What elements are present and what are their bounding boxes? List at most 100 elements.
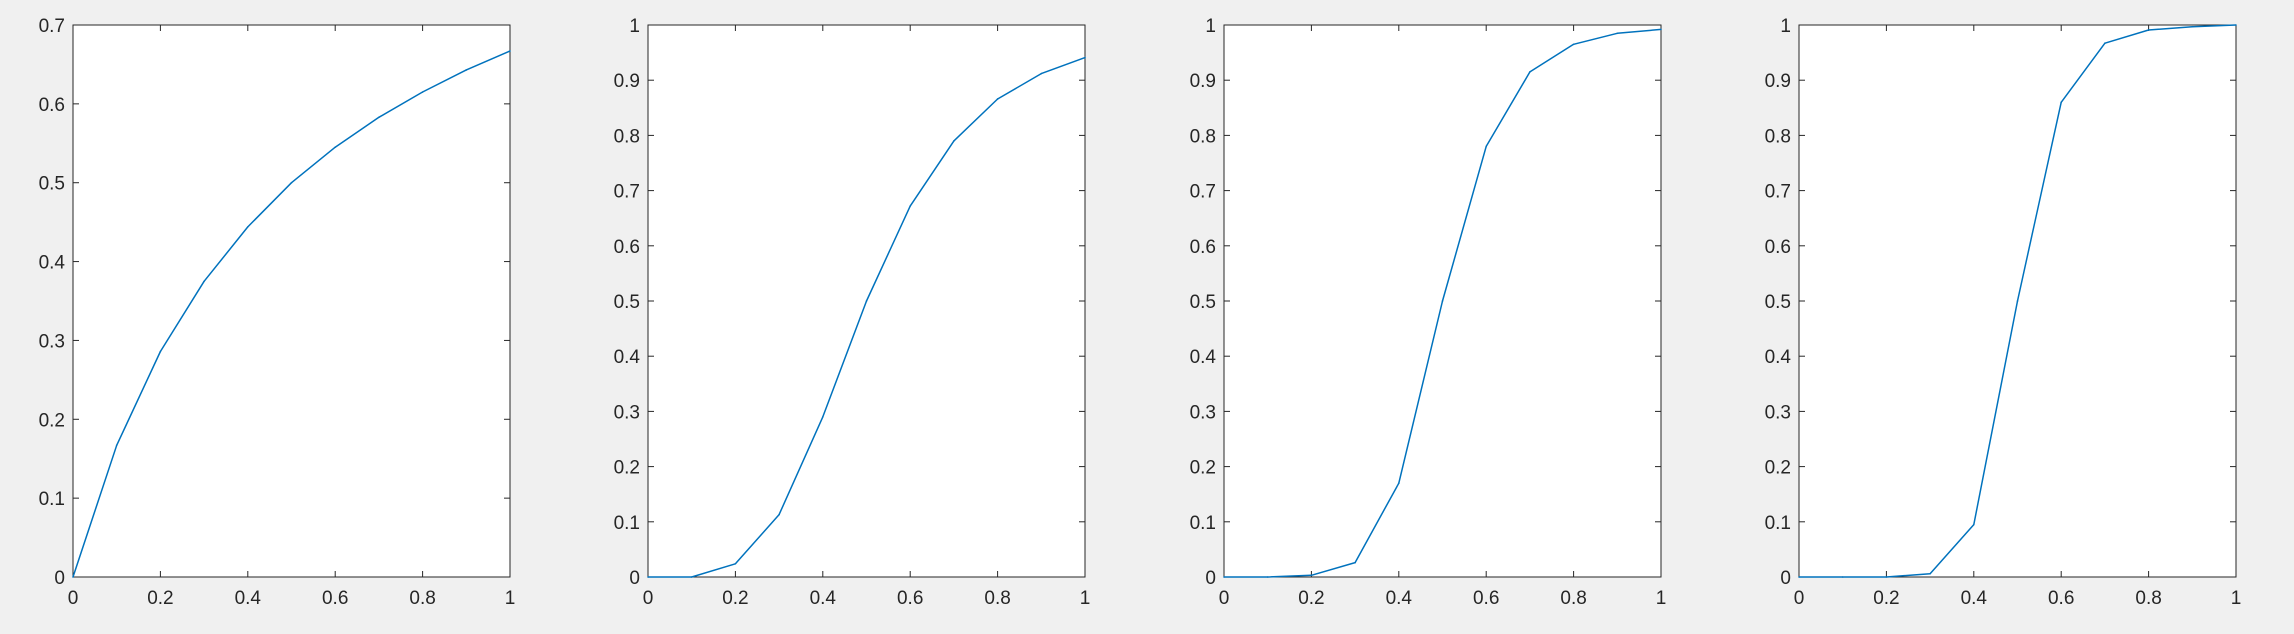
x-tick-label: 0.4 [1386,588,1413,609]
chart-2: 0 0.2 0.4 0.6 0.8 1 0 0.1 0.2 0.3 0.4 0.5 0.6 0.7 0.8 0… [614,16,1091,609]
x-tick-label: 0.6 [322,588,348,609]
y-tick-label: 0.3 [614,402,640,423]
data-point [290,181,293,184]
y-tick-label: 0.3 [1190,402,1216,423]
y-tick-label: 1 [629,16,640,37]
data-point [421,91,424,93]
y-tick-label: 0.2 [1765,458,1791,479]
data-point [1354,561,1356,564]
data-point [247,226,249,228]
data-point [1223,576,1225,578]
x-tick-label: 0.6 [2048,588,2074,609]
y-tick-label: 1 [1780,16,1791,37]
y-tick-label: 0.7 [1765,182,1791,203]
y-tick-label: 0.8 [614,126,640,147]
x-tick-label: 0.6 [1473,588,1499,609]
data-point [2147,29,2150,31]
y-tick-label: 0.8 [1190,126,1216,147]
chart-3: 0 0.2 0.4 0.6 0.8 1 0 0.1 0.2 0.3 0.4 0.5 0.6 0.7 0.8 0… [1190,16,1667,609]
y-tick-label: 0 [1780,568,1791,589]
y-tick-label: 0.4 [614,347,641,368]
x-tick-label: 1 [2231,588,2242,609]
y-tick-label: 0 [629,568,640,589]
data-point [2104,42,2106,45]
y-tick-label: 0.2 [1190,458,1216,479]
x-tick-label: 0 [643,588,654,609]
data-point [2235,24,2237,26]
x-tick-label: 0.2 [1873,588,1899,609]
data-point [334,146,337,149]
y-tick-label: 0.5 [614,292,640,313]
x-tick-label: 0.2 [147,588,173,609]
data-point [72,576,74,578]
y-tick-label: 0.3 [1765,402,1791,423]
y-tick-label: 0.1 [1765,513,1791,534]
y-tick-label: 0.3 [39,331,65,352]
chart-4: 0 0.2 0.4 0.6 0.8 1 0 0.1 0.2 0.3 0.4 0.5 0.6 0.7 0.8 0… [1765,16,2242,609]
x-tick-label: 0 [1219,588,1230,609]
data-point [1660,28,1662,31]
data-point [1841,576,1844,578]
data-point [2191,25,2194,28]
data-point [203,280,205,283]
y-tick-label: 0.6 [614,237,640,258]
data-point [1572,43,1575,46]
data-point [822,416,824,418]
data-point [465,69,468,71]
x-tick-label: 0.4 [810,588,837,609]
y-tick-label: 0.1 [614,513,640,534]
x-tick-label: 0.4 [235,588,262,609]
x-tick-label: 0.8 [1560,588,1586,609]
y-tick-label: 0.4 [1765,347,1792,368]
data-point [909,205,911,207]
y-tick-label: 0.6 [1190,237,1216,258]
data-point [159,350,162,353]
x-tick-label: 0 [68,588,79,609]
x-tick-label: 0 [1794,588,1805,609]
chart-1: 0 0.2 0.4 0.6 0.8 1 0 0.1 0.2 0.3 0.4 0.5 0.6 0.7 [39,16,516,609]
y-tick-label: 0.5 [39,174,65,195]
data-point [865,300,868,302]
y-tick-label: 0.5 [1190,292,1216,313]
data-point [1885,576,1888,578]
y-tick-label: 0.6 [39,95,65,116]
data-point [1310,574,1313,577]
x-tick-label: 1 [1080,588,1091,609]
data-point [1616,32,1619,35]
data-point [1441,300,1444,302]
x-tick-label: 1 [505,588,516,609]
x-tick-label: 0.2 [722,588,748,609]
y-tick-label: 0.7 [39,16,65,37]
x-tick-label: 0.8 [2135,588,2161,609]
y-tick-label: 0.2 [39,410,65,431]
data-point [1084,56,1086,59]
data-point [1040,72,1043,75]
plot-area [72,24,511,578]
data-point [996,98,999,100]
data-point [115,444,118,447]
data-point [1798,576,1800,578]
y-tick-label: 0.2 [614,458,640,479]
data-point [1929,572,1931,575]
y-tick-label: 0.5 [1765,292,1791,313]
y-tick-label: 0.1 [39,489,65,510]
x-tick-label: 1 [1656,588,1667,609]
data-point [1266,576,1269,578]
y-tick-label: 0.8 [1765,126,1791,147]
x-tick-label: 0.2 [1298,588,1324,609]
y-tick-label: 0.9 [1190,71,1216,92]
data-point [778,513,780,516]
x-tick-label: 0.8 [984,588,1010,609]
y-tick-label: 0.6 [1765,237,1791,258]
data-point [1529,71,1531,73]
y-tick-label: 0.7 [1190,182,1216,203]
y-tick-label: 0.9 [614,71,640,92]
data-point [2016,300,2019,302]
x-tick-label: 0.4 [1961,588,1988,609]
data-point [734,562,737,565]
data-point [1973,523,1975,526]
data-point [690,576,693,578]
x-tick-label: 0.6 [897,588,923,609]
x-tick-label: 0.8 [409,588,435,609]
